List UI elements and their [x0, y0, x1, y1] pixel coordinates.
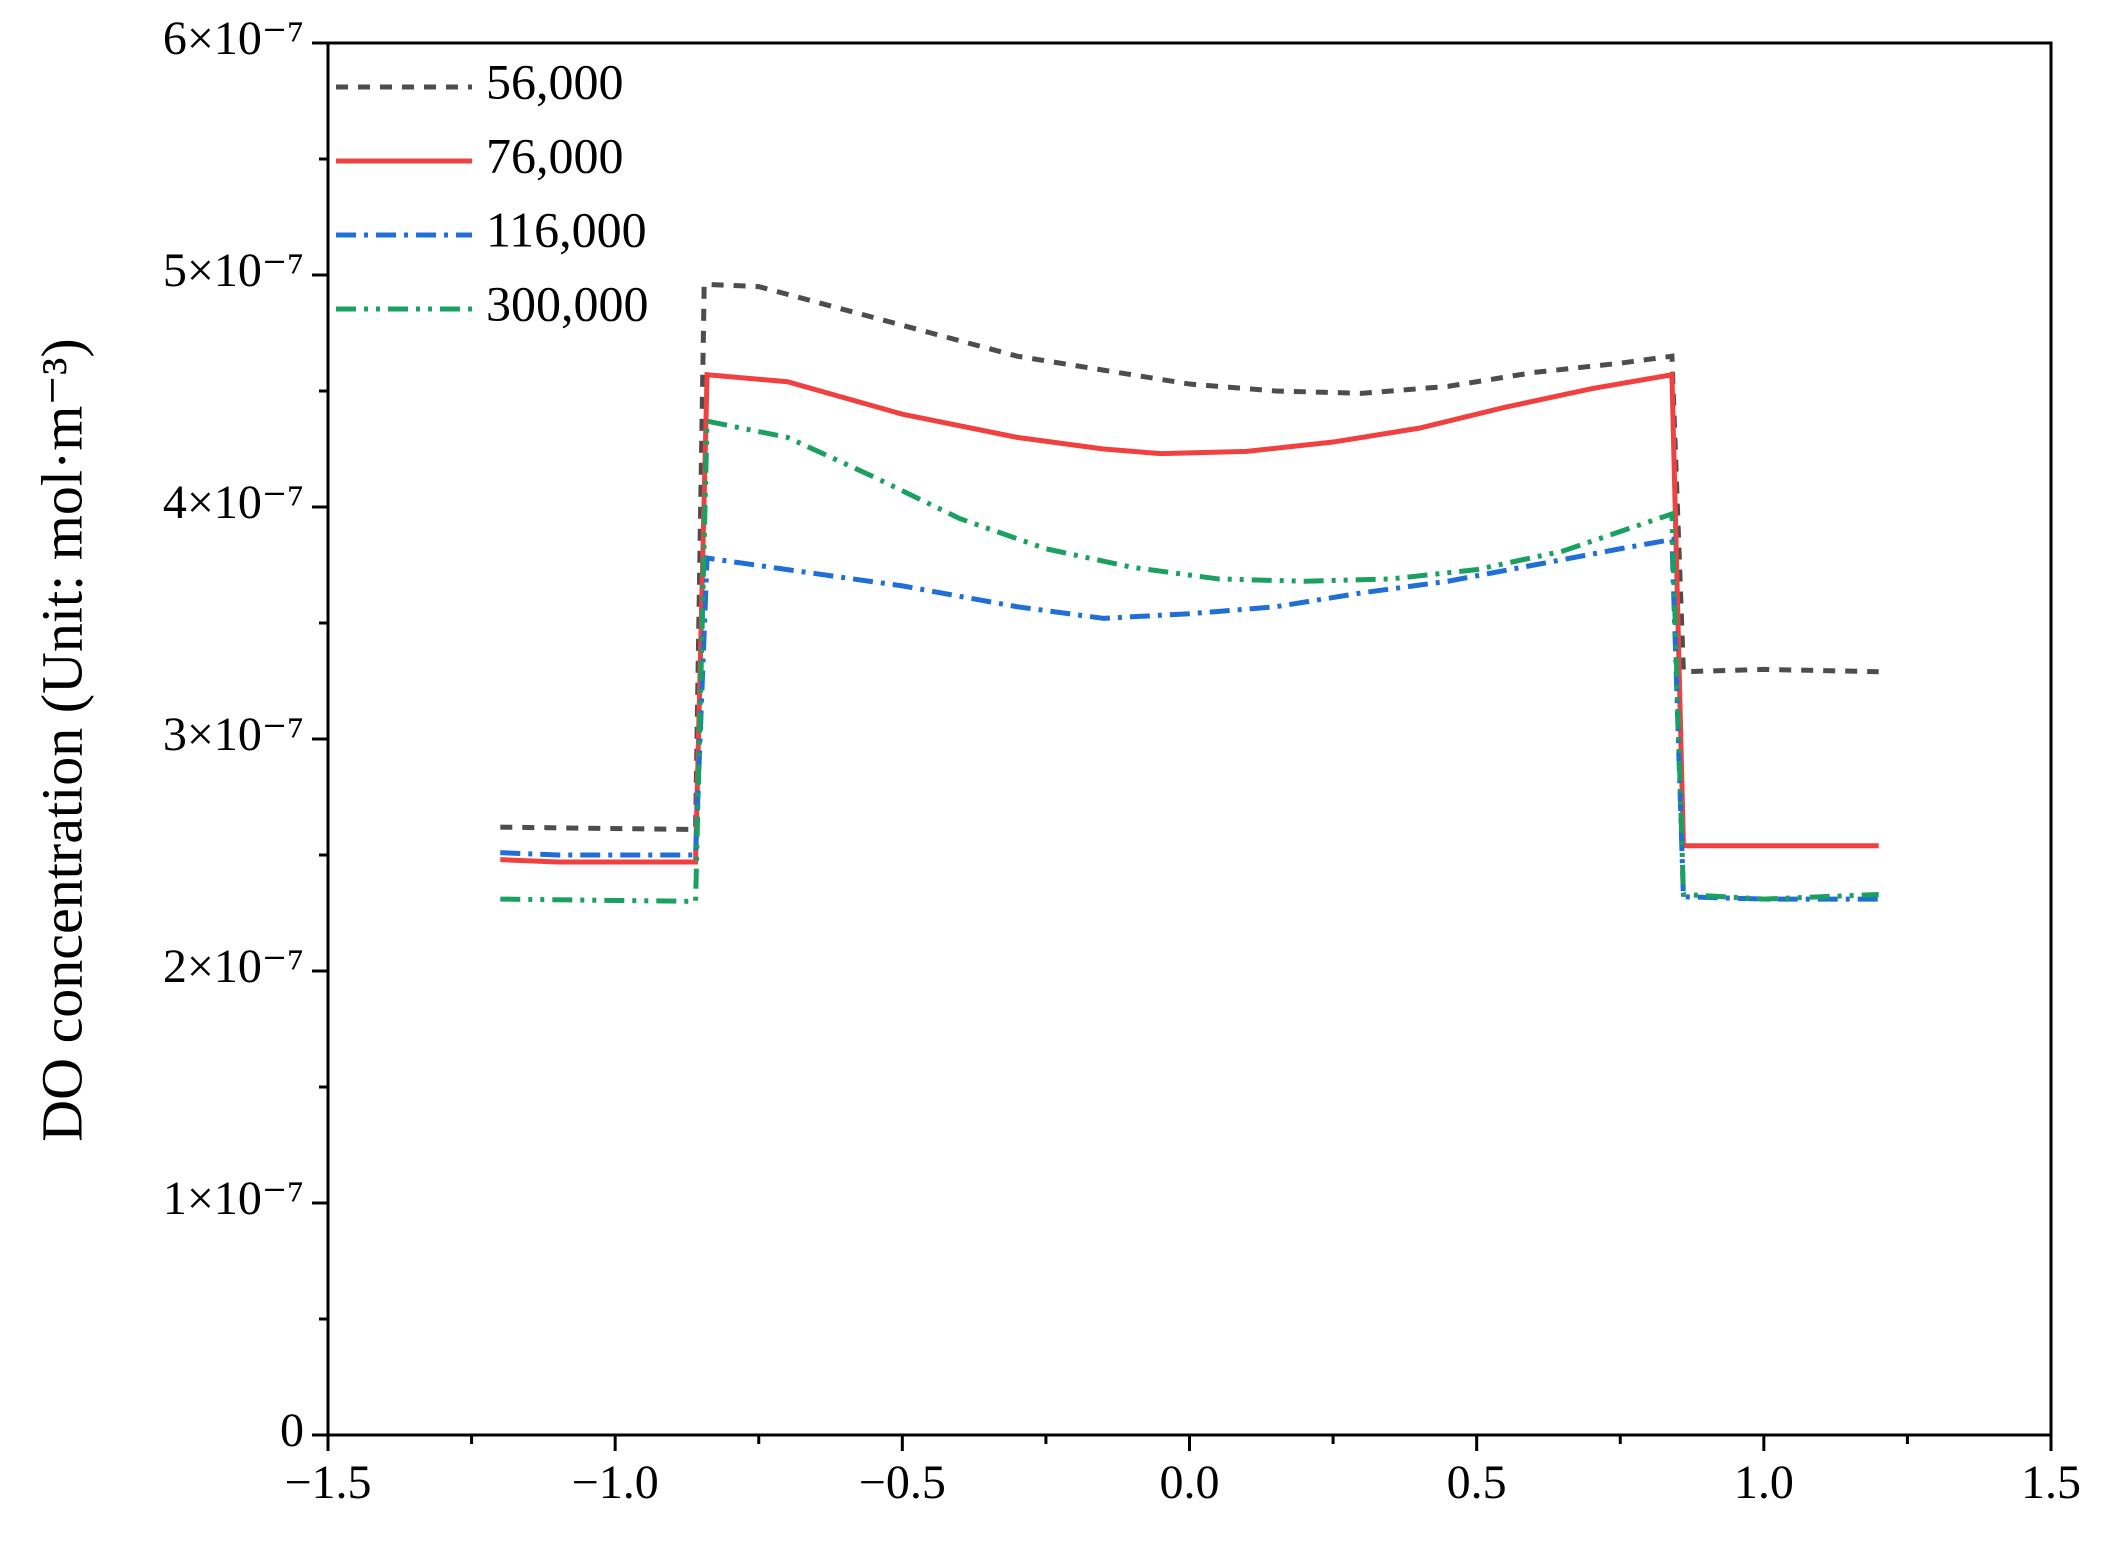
legend-label: 300,000: [486, 275, 649, 331]
y-tick-label: 3×10⁻⁷: [163, 708, 304, 761]
legend-label: 76,000: [486, 127, 624, 183]
x-tick-label: 0.0: [1160, 1456, 1220, 1509]
series-line: [500, 281, 1879, 833]
y-axis-title: DO concentration (Unit: mol·m⁻³): [29, 338, 94, 1141]
y-tick-label: 0: [280, 1404, 304, 1457]
x-tick-label: −1.5: [284, 1456, 371, 1509]
legend-label: 116,000: [486, 201, 647, 257]
legend-label: 56,000: [486, 53, 624, 109]
y-tick-label: 6×10⁻⁷: [163, 12, 304, 65]
y-tick-label: 5×10⁻⁷: [163, 244, 304, 297]
series-line: [500, 536, 1879, 902]
y-tick-label: 2×10⁻⁷: [163, 940, 304, 993]
y-tick-label: 4×10⁻⁷: [163, 476, 304, 529]
x-tick-label: 1.0: [1734, 1456, 1794, 1509]
x-tick-label: 1.5: [2021, 1456, 2081, 1509]
y-tick-label: 1×10⁻⁷: [163, 1172, 304, 1225]
x-tick-label: −1.0: [572, 1456, 659, 1509]
x-tick-label: 0.5: [1447, 1456, 1507, 1509]
x-tick-label: −0.5: [859, 1456, 946, 1509]
series-line: [500, 418, 1879, 904]
series-line: [500, 371, 1879, 865]
